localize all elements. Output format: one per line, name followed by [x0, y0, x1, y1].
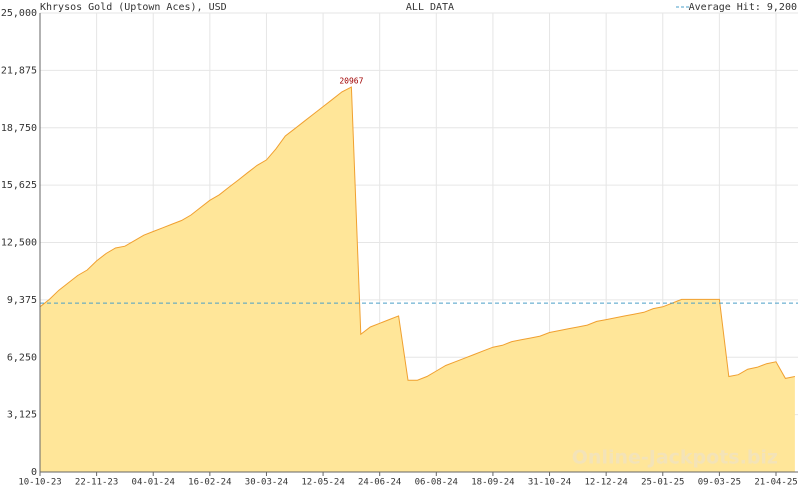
- chart-title: Khrysos Gold (Uptown Aces), USD: [40, 2, 227, 13]
- y-tick-label: 9,375: [7, 295, 37, 306]
- legend-label: Average Hit: 9,200: [689, 2, 797, 13]
- peak-label: 20967: [339, 77, 363, 86]
- y-tick-label: 21,875: [1, 65, 37, 76]
- x-tick-label: 25-01-25: [641, 478, 684, 488]
- x-tick-label: 06-08-24: [415, 478, 458, 488]
- x-tick-label: 09-03-25: [698, 478, 741, 488]
- y-tick-label: 0: [31, 467, 37, 478]
- y-tick-label: 15,625: [1, 180, 37, 191]
- x-tick-label: 16-02-24: [188, 478, 231, 488]
- y-tick-label: 6,250: [7, 352, 37, 363]
- y-tick-label: 25,000: [1, 8, 37, 19]
- area-fill: [40, 87, 795, 472]
- area-line: [39, 86, 795, 381]
- chart-subtitle: ALL DATA: [406, 2, 454, 13]
- y-tick-label: 3,125: [7, 410, 37, 421]
- x-tick-label: 31-10-24: [528, 478, 571, 488]
- y-tick-label: 12,500: [1, 238, 37, 249]
- x-tick-label: 21-04-25: [754, 478, 797, 488]
- watermark: Online-Jackpots.biz: [572, 447, 778, 469]
- x-tick-label: 18-09-24: [471, 478, 514, 488]
- x-tick-label: 22-11-23: [75, 478, 118, 488]
- x-tick-label: 04-01-24: [132, 478, 175, 488]
- x-tick-label: 30-03-24: [245, 478, 288, 488]
- x-tick-label: 10-10-23: [18, 478, 61, 488]
- y-tick-label: 18,750: [1, 123, 37, 134]
- x-tick-label: 24-06-24: [358, 478, 401, 488]
- x-tick-label: 12-05-24: [301, 478, 344, 488]
- x-tick-label: 12-12-24: [584, 478, 627, 488]
